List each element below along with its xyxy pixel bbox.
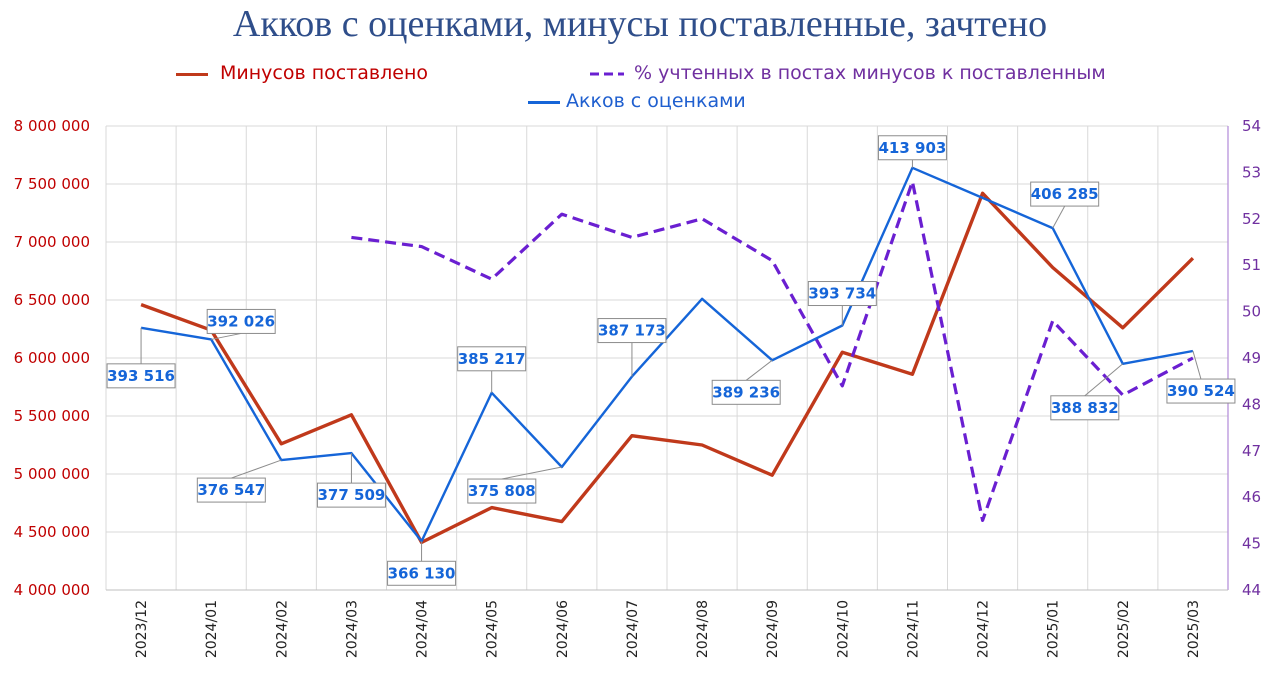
- data-label-box: [1050, 395, 1120, 421]
- data-label-leader: [1084, 363, 1124, 397]
- data-label: 375 808: [468, 482, 536, 500]
- data-label-box: [711, 379, 781, 405]
- data-label: 366 130: [388, 564, 456, 582]
- series-line-accounts: [140, 166, 1194, 543]
- legend-swatch-percent: [590, 72, 624, 76]
- x-tick-label: 2025/03: [1186, 600, 1202, 658]
- data-label: 385 217: [458, 350, 526, 368]
- data-label-box: [196, 477, 266, 503]
- legend-swatch-accounts: [528, 101, 560, 104]
- y-left-tick-label: 6 500 000: [14, 291, 90, 309]
- x-tick-label: 2024/11: [905, 600, 921, 658]
- y-right-tick-label: 49: [1242, 349, 1261, 367]
- y-right-tick-label: 51: [1242, 256, 1261, 274]
- data-label-leader: [501, 466, 562, 480]
- data-label: 393 516: [107, 367, 175, 385]
- y-right-tick-label: 48: [1242, 395, 1261, 413]
- data-label-box: [1166, 378, 1236, 404]
- y-right-tick-label: 52: [1242, 210, 1261, 228]
- chart-title: Акков с оценками, минусы поставленные, з…: [232, 3, 1048, 45]
- data-label-leader: [745, 359, 773, 381]
- x-tick-label: 2024/12: [976, 600, 992, 658]
- x-tick-label: 2024/09: [765, 600, 781, 658]
- x-tick-label: 2024/10: [835, 600, 851, 658]
- y-left-tick-label: 7 000 000: [14, 233, 90, 251]
- data-label-box: [467, 478, 537, 504]
- data-label-box: [1030, 181, 1100, 207]
- data-label: 392 026: [207, 312, 275, 330]
- data-label-box: [877, 135, 947, 161]
- x-tick-label: 2024/01: [204, 600, 220, 658]
- y-right-tick-label: 50: [1242, 303, 1261, 321]
- data-label: 377 509: [318, 486, 386, 504]
- legend-label-accounts: Акков с оценками: [566, 90, 746, 112]
- x-tick-label: 2024/05: [485, 600, 501, 658]
- x-tick-label: 2024/03: [344, 600, 360, 658]
- data-label-leader: [1192, 350, 1202, 380]
- data-label-box: [597, 318, 667, 344]
- legend-swatch-minuses: [176, 73, 208, 76]
- y-right-tick-label: 54: [1242, 117, 1261, 135]
- data-label: 389 236: [712, 383, 780, 401]
- data-label: 390 524: [1167, 382, 1235, 400]
- data-label: 406 285: [1031, 185, 1099, 203]
- y-left-tick-label: 5 000 000: [14, 465, 90, 483]
- y-left-tick-label: 8 000 000: [14, 117, 90, 135]
- data-label-box: [316, 482, 386, 508]
- data-label: 376 547: [197, 481, 265, 499]
- data-label-box: [807, 281, 877, 307]
- data-label: 388 832: [1051, 399, 1119, 417]
- x-tick-label: 2024/02: [274, 600, 290, 658]
- legend-label-minuses: Минусов поставлено: [220, 62, 428, 84]
- x-tick-label: 2023/12: [134, 600, 150, 658]
- x-tick-label: 2024/06: [555, 600, 571, 658]
- y-right-tick-label: 53: [1242, 163, 1261, 181]
- legend-label-percent: % учтенных в постах минусов к поставленн…: [634, 62, 1106, 84]
- series-line-minuses: [140, 191, 1195, 545]
- data-label-box: [457, 346, 527, 372]
- y-left-tick-label: 4 500 000: [14, 523, 90, 541]
- data-label: 393 734: [808, 285, 876, 303]
- data-label-leader: [211, 332, 242, 340]
- data-label: 413 903: [879, 139, 947, 157]
- x-tick-label: 2024/07: [625, 600, 641, 658]
- x-tick-label: 2024/08: [695, 600, 711, 658]
- y-left-tick-label: 5 500 000: [14, 407, 90, 425]
- data-label-box: [106, 363, 176, 389]
- x-tick-label: 2024/04: [415, 600, 431, 658]
- y-left-tick-label: 4 000 000: [14, 581, 90, 599]
- data-label-box: [206, 308, 276, 334]
- data-label-leader: [231, 459, 282, 479]
- x-tick-label: 2025/01: [1046, 600, 1062, 658]
- data-label-box: [387, 560, 457, 586]
- data-label-leader: [1052, 205, 1066, 229]
- x-tick-label: 2025/02: [1116, 600, 1132, 658]
- data-label: 387 173: [598, 322, 666, 340]
- y-right-tick-label: 47: [1242, 442, 1261, 460]
- y-right-tick-label: 46: [1242, 488, 1261, 506]
- y-right-tick-label: 44: [1242, 581, 1261, 599]
- y-right-tick-label: 45: [1242, 535, 1261, 553]
- y-left-tick-label: 7 500 000: [14, 175, 90, 193]
- y-left-tick-label: 6 000 000: [14, 349, 90, 367]
